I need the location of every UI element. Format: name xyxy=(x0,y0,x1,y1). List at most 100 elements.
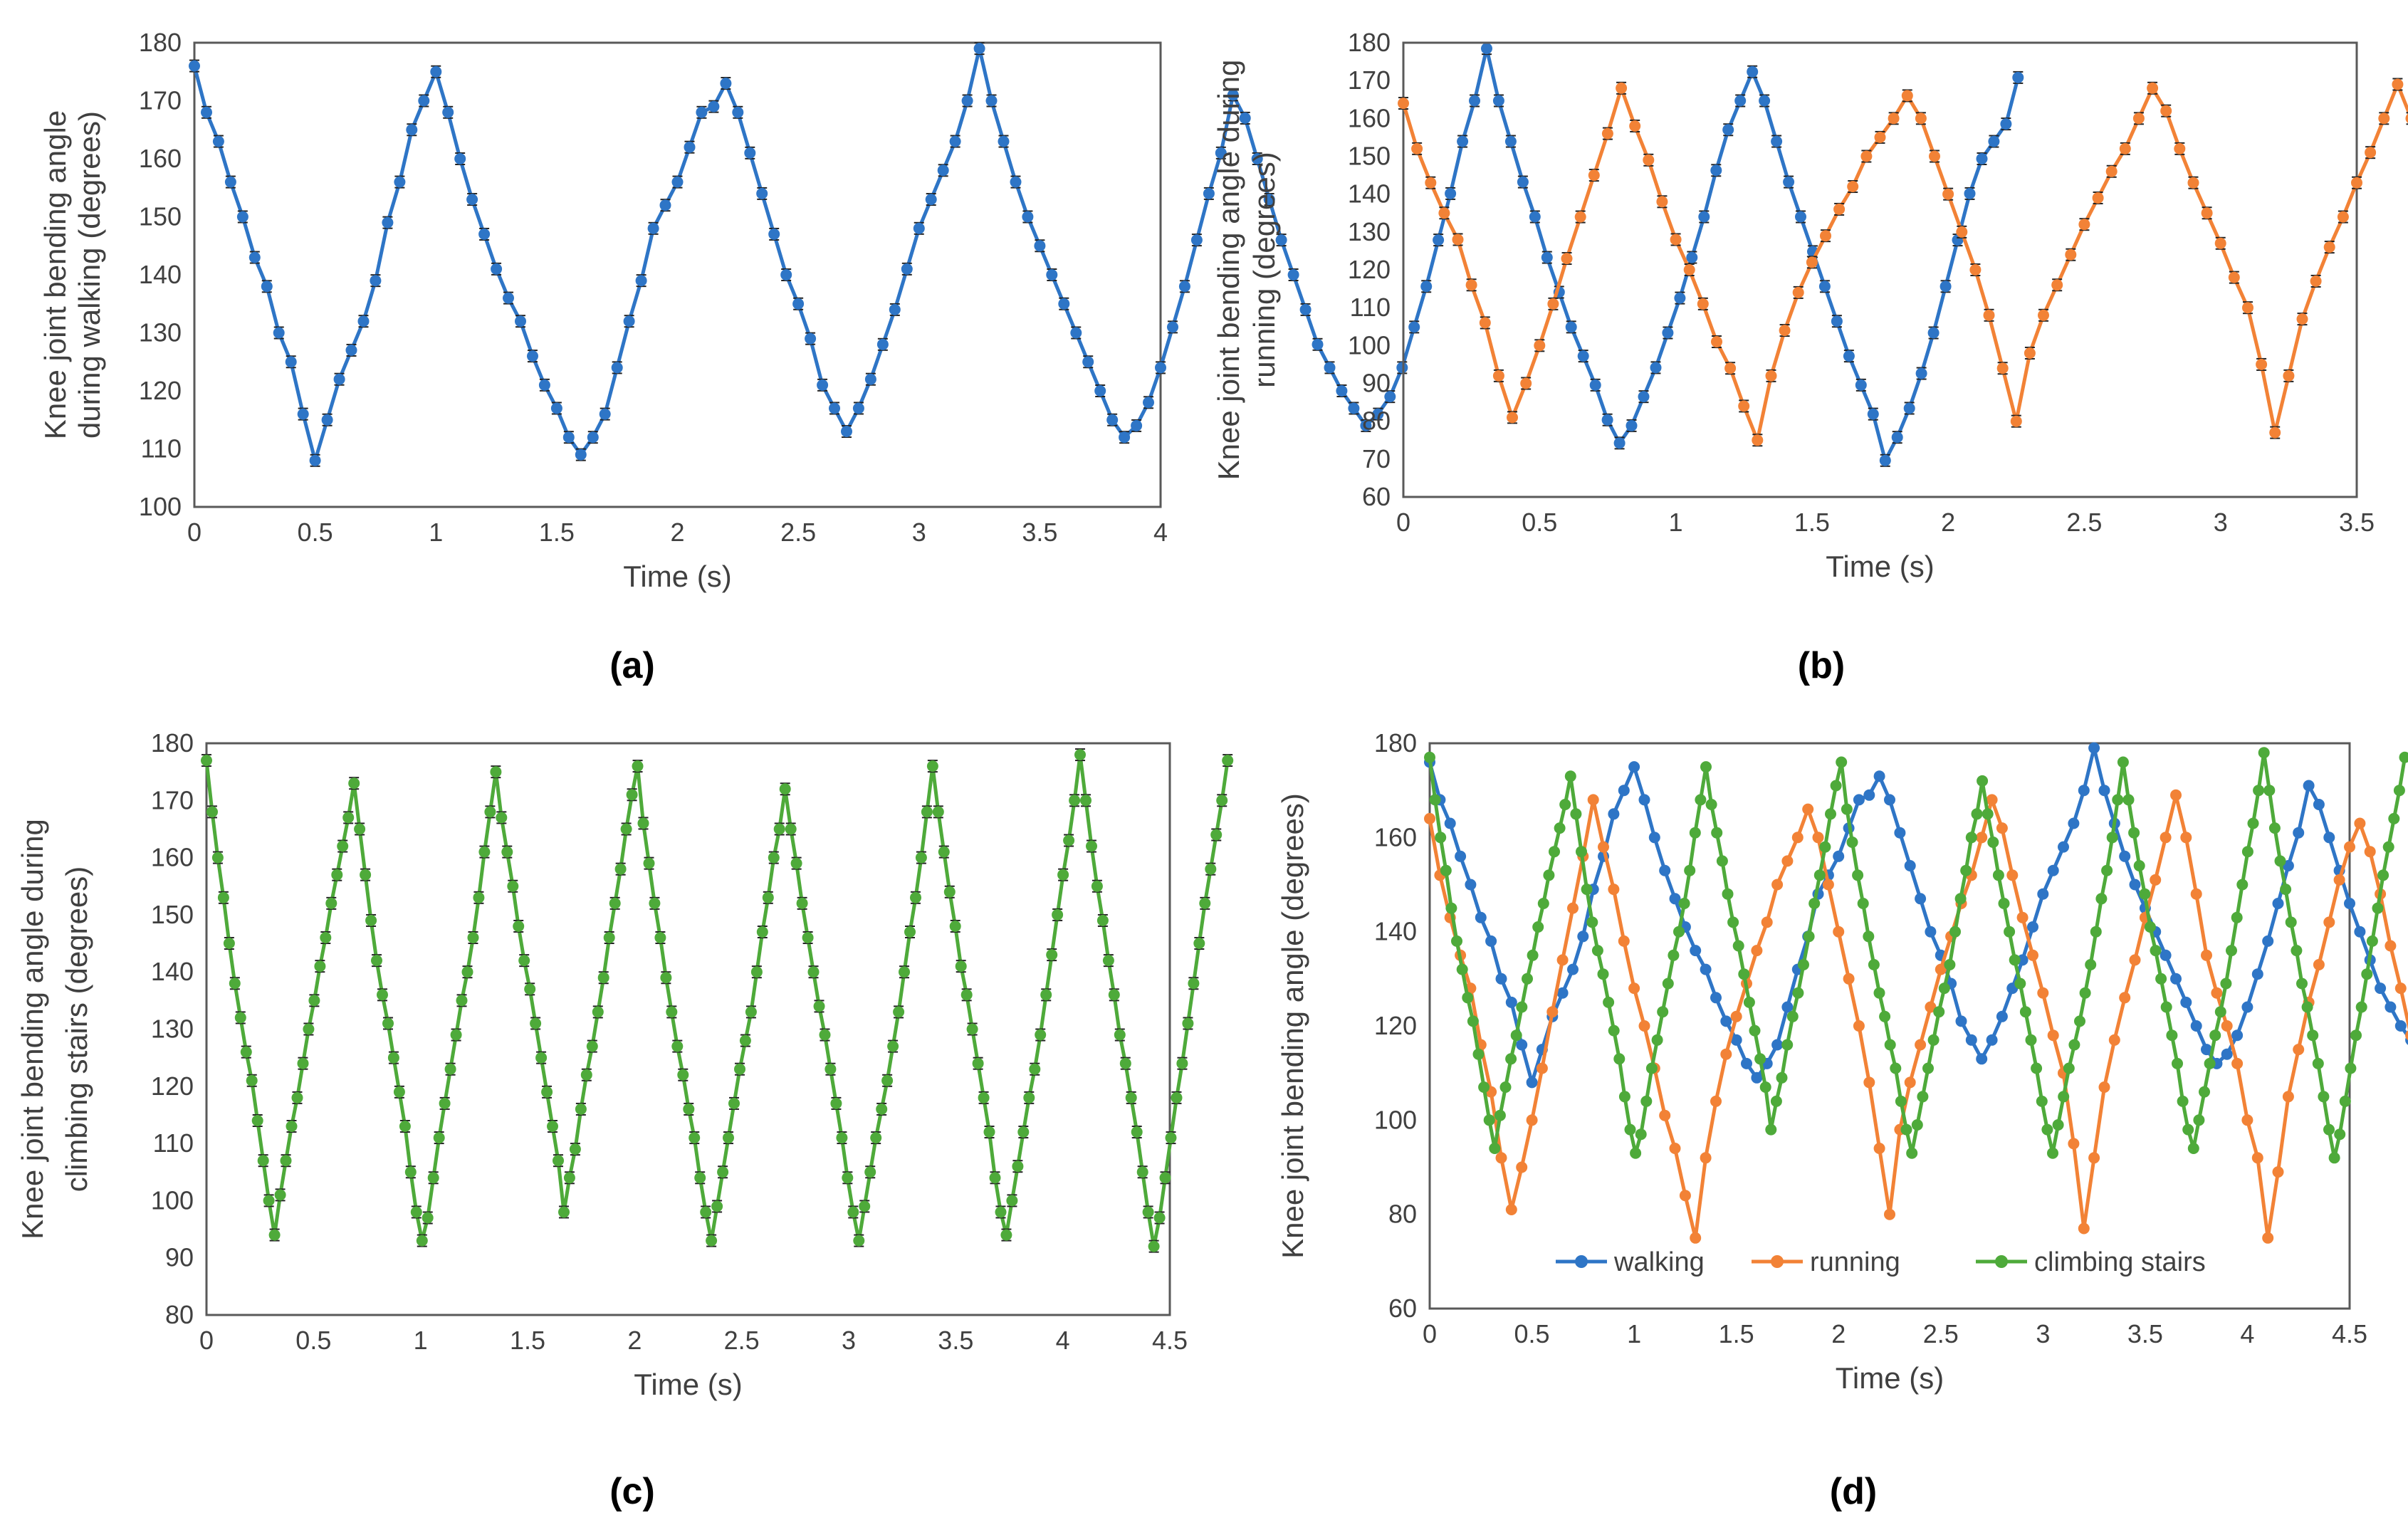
data-point xyxy=(785,823,797,835)
x-tick-label: 4.5 xyxy=(2332,1319,2367,1348)
y-tick-label: 70 xyxy=(1362,444,1391,473)
data-point xyxy=(2027,921,2038,933)
data-point xyxy=(632,760,644,772)
chart-panel-walking: 0 0.5 1 1.5 2 2.5 3 3.5 410011012013014015016017… xyxy=(38,28,2024,593)
data-point xyxy=(2201,949,2212,961)
data-point xyxy=(1440,864,1452,876)
data-point xyxy=(836,1132,848,1144)
data-point xyxy=(1853,794,1865,806)
data-point xyxy=(2354,926,2366,938)
data-point xyxy=(592,1006,604,1018)
data-point xyxy=(1444,817,1456,829)
x-tick-label: 3 xyxy=(912,518,926,547)
data-point xyxy=(416,1235,428,1247)
data-point xyxy=(501,846,513,858)
x-tick-label: 3.5 xyxy=(938,1326,973,1355)
data-point xyxy=(558,1206,570,1218)
data-point xyxy=(1462,992,1474,1004)
data-point xyxy=(1543,869,1555,881)
data-point xyxy=(1987,837,1999,848)
data-point xyxy=(2209,1029,2221,1042)
data-point xyxy=(454,153,466,164)
data-point xyxy=(1188,978,1200,990)
data-point xyxy=(1668,949,1680,961)
data-point xyxy=(439,1097,451,1109)
data-point xyxy=(2160,949,2172,961)
data-point xyxy=(983,1126,995,1138)
data-point xyxy=(2344,841,2355,853)
data-point xyxy=(461,966,473,978)
data-point xyxy=(1074,749,1086,761)
data-point xyxy=(1786,1010,1799,1022)
data-point xyxy=(910,891,921,903)
data-point xyxy=(1119,431,1131,444)
data-point xyxy=(1698,211,1710,223)
data-point xyxy=(513,921,525,932)
data-point xyxy=(756,187,768,199)
data-point xyxy=(2058,841,2069,853)
data-point xyxy=(2301,1001,2313,1013)
data-point xyxy=(1711,336,1722,347)
data-point xyxy=(211,851,224,864)
data-point xyxy=(723,1132,734,1144)
data-point xyxy=(1901,90,1913,102)
data-point xyxy=(382,216,394,229)
data-point xyxy=(2014,978,2026,990)
y-axis-title: Knee joint bending angle during xyxy=(1212,60,1245,481)
data-point xyxy=(972,1057,984,1069)
x-axis-title: Time (s) xyxy=(634,1368,742,1401)
data-point xyxy=(2009,954,2021,966)
data-point xyxy=(1781,1001,1794,1013)
data-point xyxy=(2193,1114,2205,1126)
data-point xyxy=(1608,884,1620,896)
data-point xyxy=(2354,817,2366,829)
chart-panel-climbing-stairs: 0 0.5 1 1.5 2 2.5 3 3.5 4 4.5 80 90 100 110 120 130 140 1… xyxy=(16,728,1234,1401)
data-point xyxy=(393,1086,405,1098)
data-point xyxy=(2323,241,2335,253)
x-tick-label: 0.5 xyxy=(1522,508,1557,537)
data-point xyxy=(2313,799,2325,810)
data-point xyxy=(257,1155,269,1167)
data-point xyxy=(1148,1240,1160,1252)
data-point xyxy=(2251,968,2263,980)
data-point xyxy=(1716,855,1728,867)
data-point xyxy=(2012,71,2024,83)
data-point xyxy=(1505,1053,1517,1065)
data-point xyxy=(2272,1166,2284,1178)
data-point xyxy=(274,1189,286,1201)
data-point xyxy=(694,1172,706,1184)
data-point xyxy=(1287,269,1299,281)
series-line xyxy=(1428,746,2408,1084)
data-point xyxy=(1765,1123,1777,1136)
data-point xyxy=(1833,850,1845,862)
data-point xyxy=(1398,98,1409,110)
data-point xyxy=(1012,1160,1024,1173)
data-point xyxy=(2241,1114,2253,1126)
data-point xyxy=(1812,832,1824,844)
series-line xyxy=(1428,793,2408,1240)
x-tick-label: 0 xyxy=(199,1326,214,1355)
data-point xyxy=(371,955,382,967)
y-axis-title: Knee joint bending angle (degrees) xyxy=(1276,793,1309,1259)
data-point xyxy=(825,1063,837,1075)
data-point xyxy=(1567,963,1579,975)
legend-swatch-marker xyxy=(1575,1255,1588,1268)
data-point xyxy=(587,431,599,444)
data-point xyxy=(915,851,927,864)
data-point xyxy=(261,281,273,293)
chart-panel-running: 0 0.5 1 1.5 2 2.5 3 3.5 60 70 80 90 100 110 120 130 140 1… xyxy=(1212,28,2408,583)
data-point xyxy=(2106,832,2118,844)
data-point xyxy=(1720,1048,1732,1060)
data-point xyxy=(847,1206,859,1218)
data-point xyxy=(2377,869,2389,881)
data-point xyxy=(2139,888,2151,900)
data-point xyxy=(466,194,478,206)
data-point xyxy=(1581,884,1593,896)
data-point xyxy=(768,228,780,240)
data-point xyxy=(960,989,973,1001)
data-point xyxy=(949,921,961,932)
data-point xyxy=(684,141,696,153)
legend-swatch-marker xyxy=(1771,1255,1784,1268)
data-point xyxy=(614,863,627,875)
data-point xyxy=(1433,234,1445,246)
